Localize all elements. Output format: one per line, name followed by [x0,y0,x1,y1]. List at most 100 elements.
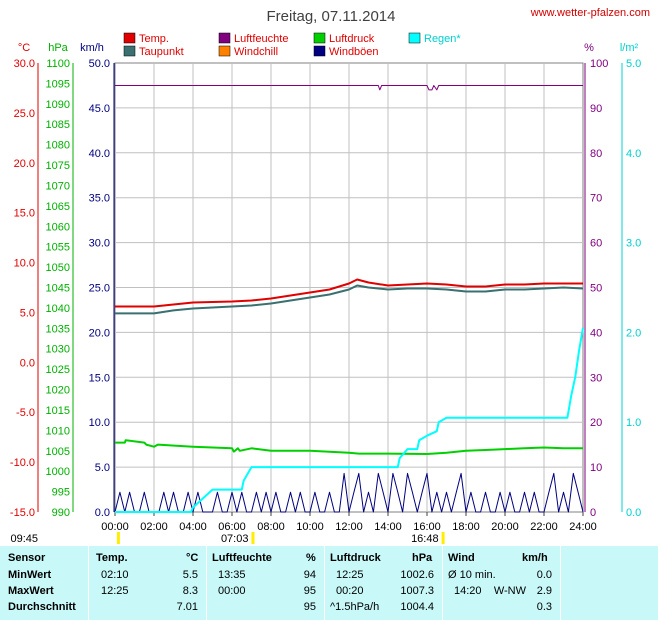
tick-label-temp: 30.0 [14,58,35,70]
stats-cell: 5.5 [182,569,198,581]
stats-cell: 95 [303,601,316,613]
stats-cell: 14:20 [454,585,482,597]
stats-row-label: MaxWert [8,585,54,597]
stats-cell: Ø 10 min. [448,569,496,581]
tick-label-temp: 10.0 [14,258,35,270]
stats-cell: 02:10 [101,569,129,581]
time-markers: 09:45 07:03 16:48 [10,532,445,545]
x-tick-label: 00:00 [101,521,129,533]
legend-label-temp: Temp. [139,33,169,45]
stats-cell: 95 [303,585,316,597]
tick-label-pressure: 1010 [46,425,70,437]
tick-label-wind: 40.0 [89,148,110,160]
series-line-windben [114,472,584,513]
stats-cell: ^1.5hPa/h [330,601,380,613]
tick-label-pressure: 1075 [46,160,70,172]
tick-label-pressure: 1045 [46,283,70,295]
axis-unit-rain: l/m² [620,42,639,54]
stats-header-humidity: Luftfeuchte [212,552,272,564]
legend-swatch-temp [123,32,136,44]
tick-label-pressure: 1030 [46,344,70,356]
tick-label-pressure: 1085 [46,119,70,131]
tick-label-humidity: 0 [590,507,596,519]
stats-cell: 1002.6 [400,569,434,581]
legend-swatch-pressure [313,32,326,44]
tick-label-humidity: 80 [590,148,602,160]
x-tick-label: 22:00 [530,521,558,533]
tick-label-rain: 0.0 [626,507,641,519]
x-tick-label: 12:00 [335,521,363,533]
legend-swatch-humidity [218,32,231,44]
stats-cell: 2.9 [536,585,552,597]
tick-label-pressure: 1055 [46,242,70,254]
legend-label-windchill: Windchill [234,46,278,58]
stats-cell: 94 [303,569,316,581]
stats-cell: 0.0 [536,569,552,581]
time-marker-label: 07:03 [221,533,249,545]
stats-cell: 1004.4 [400,601,434,613]
tick-label-pressure: 1040 [46,303,70,315]
tick-label-temp: 5.0 [20,307,35,319]
tick-label-humidity: 70 [590,193,602,205]
tick-label-temp: -5.0 [16,407,35,419]
tick-label-rain: 4.0 [626,148,641,160]
stats-row-label: MinWert [8,569,52,581]
time-marker-tick [251,532,255,544]
series-line-luftdruck [115,439,583,455]
tick-label-pressure: 995 [52,487,70,499]
tick-label-rain: 2.0 [626,327,641,339]
stats-cell: 12:25 [101,585,129,597]
tick-label-temp: -10.0 [10,457,35,469]
x-tick-label: 08:00 [257,521,285,533]
site-url[interactable]: www.wetter-pfalzen.com [530,7,650,19]
tick-label-pressure: 1015 [46,405,70,417]
tick-label-pressure: 1095 [46,78,70,90]
stats-header-temp-unit: °C [186,552,199,564]
tick-label-pressure: 1035 [46,323,70,335]
axis-unit-temp: °C [18,42,30,54]
stats-header-humidity-unit: % [306,552,316,564]
legend: Temp. Taupunkt Luftfeuchte Windchill Luf… [123,32,461,58]
tick-label-rain: 1.0 [626,417,641,429]
tick-label-humidity: 50 [590,283,602,295]
legend-label-gust: Windböen [329,46,379,58]
stats-header-temp: Temp. [96,552,128,564]
stats-cell: 00:20 [336,585,364,597]
tick-label-rain: 5.0 [626,58,641,70]
axis-unit-wind: km/h [80,42,104,54]
tick-labels: 30.0 25.0 20.0 15.0 10.0 5.0 0.0 -5.0 -10.0 -15.0… [10,58,641,533]
tick-label-wind: 20.0 [89,327,110,339]
legend-label-dew: Taupunkt [139,46,184,58]
stats-header-pressure: Luftdruck [330,552,381,564]
stats-header-pressure-unit: hPa [412,552,433,564]
tick-label-pressure: 1100 [46,58,70,70]
axis-unit-pressure: hPa [48,42,68,54]
stats-row-label: Durchschnitt [8,601,76,613]
legend-swatch-rain [408,32,421,44]
tick-label-humidity: 40 [590,327,602,339]
tick-label-pressure: 1020 [46,385,70,397]
tick-label-pressure: 1070 [46,180,70,192]
tick-label-pressure: 1025 [46,364,70,376]
tick-label-humidity: 60 [590,238,602,250]
x-tick-label: 24:00 [569,521,597,533]
tick-label-temp: 0.0 [20,357,35,369]
tick-label-humidity: 90 [590,103,602,115]
series-line-luftfeuchte [115,85,583,91]
legend-swatch-windchill [218,45,231,57]
chart-title: Freitag, 07.11.2014 [267,8,396,25]
tick-label-wind: 30.0 [89,238,110,250]
axes [37,63,623,516]
x-tick-label: 20:00 [491,521,519,533]
legend-label-humidity: Luftfeuchte [234,33,288,45]
tick-label-wind: 50.0 [89,58,110,70]
stats-header-sensor: Sensor [8,552,46,564]
x-tick-label: 16:00 [413,521,441,533]
tick-label-wind: 35.0 [89,193,110,205]
tick-label-wind: 10.0 [89,417,110,429]
stats-cell: 7.01 [176,601,198,613]
stats-cell: W-NW [493,585,526,597]
stats-table: Sensor Temp. °C Luftfeuchte % Luftdruck … [0,546,658,620]
stats-header-wind-unit: km/h [522,552,548,564]
stats-cell: 1007.3 [400,585,434,597]
